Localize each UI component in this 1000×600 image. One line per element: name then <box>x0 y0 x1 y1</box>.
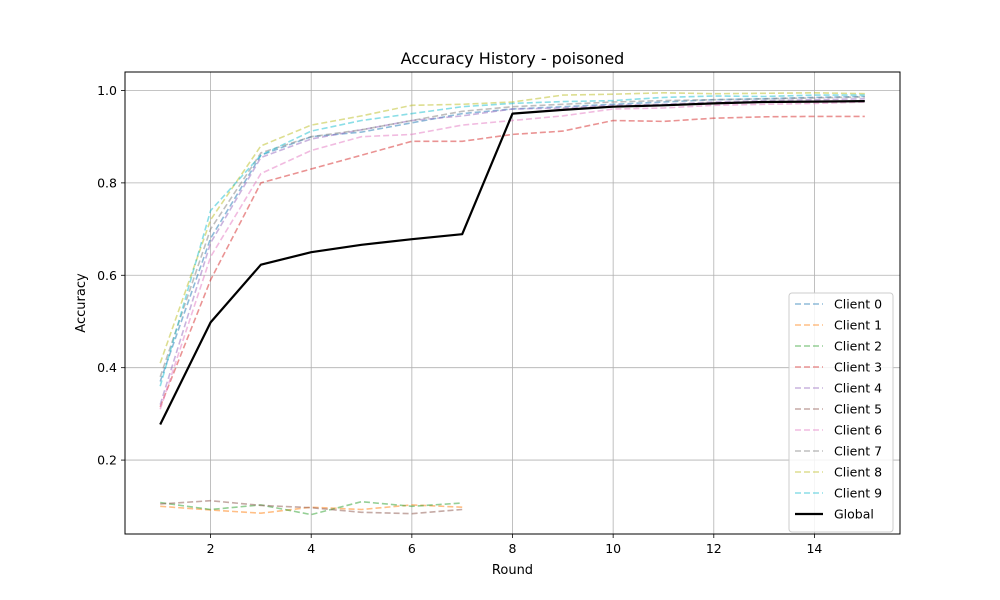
y-tick-label: 0.2 <box>97 453 117 468</box>
x-tick-label: 6 <box>408 541 416 556</box>
x-tick-label: 8 <box>509 541 517 556</box>
plot-area <box>159 92 865 516</box>
legend-label-client-1: Client 1 <box>834 318 882 333</box>
y-axis: 0.2 0.4 0.6 0.8 1.0 <box>97 83 125 468</box>
legend-label-client-2: Client 2 <box>834 339 882 354</box>
legend-label-client-9: Client 9 <box>834 486 882 501</box>
y-tick-label: 0.6 <box>97 268 117 283</box>
x-tick-label: 14 <box>806 541 822 556</box>
series-line-client-9 <box>159 94 865 387</box>
series-line-client-8 <box>159 92 865 364</box>
x-tick-label: 2 <box>207 541 215 556</box>
series-line-client-2 <box>160 500 463 516</box>
x-axis: 2 4 6 8 10 12 14 <box>207 534 822 556</box>
series-line-global <box>159 100 865 425</box>
series-line-client-5 <box>160 499 463 515</box>
y-axis-label: Accuracy <box>74 273 89 333</box>
grid-lines <box>125 72 900 534</box>
chart-title: Accuracy History - poisoned <box>401 49 625 68</box>
legend-label-client-3: Client 3 <box>834 360 882 375</box>
series-line-client-6 <box>159 101 865 410</box>
x-tick-label: 10 <box>605 541 621 556</box>
series-line-client-3 <box>159 115 865 408</box>
x-tick-label: 4 <box>307 541 315 556</box>
y-tick-label: 0.4 <box>97 360 117 375</box>
legend-label-client-8: Client 8 <box>834 465 882 480</box>
legend-label-client-4: Client 4 <box>834 381 882 396</box>
series-line-client-4 <box>159 98 865 405</box>
legend-label-client-7: Client 7 <box>834 444 882 459</box>
legend-label-client-0: Client 0 <box>834 297 882 312</box>
x-tick-label: 12 <box>706 541 722 556</box>
legend-label-client-5: Client 5 <box>834 402 882 417</box>
x-axis-label: Round <box>492 563 533 578</box>
y-tick-label: 0.8 <box>97 175 117 190</box>
y-tick-label: 1.0 <box>97 83 117 98</box>
legend: Client 0 Client 1 Client 2 Client 3 Client 4… <box>788 292 894 533</box>
legend-label-global: Global <box>834 507 874 522</box>
legend-label-client-6: Client 6 <box>834 423 882 438</box>
